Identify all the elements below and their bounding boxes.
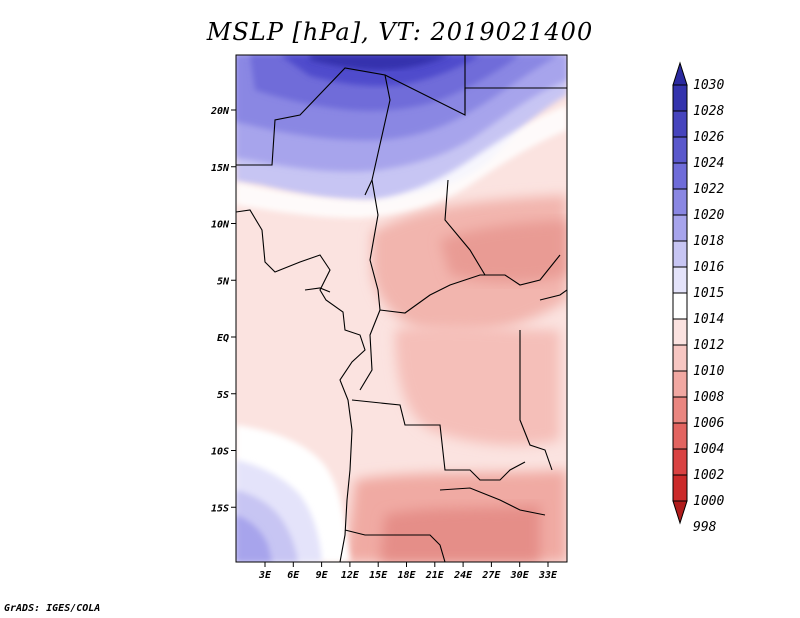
lon-label: 21E [425,570,445,581]
lon-label: 9E [316,570,329,581]
colorbar-label: 1018 [693,234,724,249]
colorbar-label: 1020 [693,208,724,223]
colorbar-label: 1015 [693,286,724,301]
lon-label: 3E [258,570,272,581]
colorbar-label: 1004 [693,442,724,457]
colorbar-swatch [672,396,688,424]
colorbar-top-arrow [672,61,688,86]
map-frame [235,54,568,563]
colorbar-label: 1024 [693,156,724,171]
lon-label: 6E [287,570,300,581]
colorbar-swatch [672,370,688,398]
colorbar-swatch [672,188,688,216]
colorbar: 1030 1028 1026 1024 1022 1020 1018 1016 1015 1014… [672,61,724,535]
colorbar-label: 1030 [693,78,724,93]
colorbar-swatch [672,162,688,190]
colorbar-swatch [672,136,688,164]
colorbar-swatch [672,110,688,138]
colorbar-swatch [672,474,688,502]
map-title: MSLP [hPa], VT: 2019021400 [206,18,594,46]
colorbar-label: 1000 [693,494,724,509]
longitude-axis: 3E 6E 9E 12E 15E 18E 21E 24E 27E 30E 33E [258,562,558,581]
colorbar-label: 1022 [693,182,724,197]
colorbar-label: 998 [693,520,717,535]
lat-label: 10S [211,447,229,458]
latitude-axis: 20N 15N 10N 5N EQ 5S 10S 15S [210,106,236,514]
pressure-field [236,55,567,562]
colorbar-swatch [672,344,688,372]
lat-label: EQ [217,333,229,344]
lon-label: 18E [397,570,416,581]
colorbar-label: 1006 [693,416,724,431]
colorbar-label: 1010 [693,364,724,379]
colorbar-swatch [672,292,688,320]
colorbar-bottom-arrow [672,500,688,525]
colorbar-label: 1016 [693,260,724,275]
colorbar-swatch [672,84,688,112]
colorbar-swatch [672,422,688,450]
colorbar-swatch [672,318,688,346]
colorbar-label: 1012 [693,338,724,353]
colorbar-label: 1008 [693,390,724,405]
colorbar-label: 1002 [693,468,724,483]
colorbar-swatch [672,240,688,268]
lat-label: 20N [210,106,230,117]
footer-credit: GrADS: IGES/COLA [4,603,101,614]
colorbar-swatch [672,214,688,242]
colorbar-swatch [672,266,688,294]
lon-label: 24E [453,570,473,581]
colorbar-swatch [672,448,688,476]
country-borders [236,55,567,562]
colorbar-label: 1014 [693,312,724,327]
lat-label: 15N [211,163,230,174]
colorbar-label: 1026 [693,130,724,145]
lat-label: 15S [211,503,229,514]
lon-label: 27E [481,570,501,581]
lat-label: 5S [217,390,229,401]
colorbar-label: 1028 [693,104,724,119]
lat-label: 5N [217,276,230,287]
lat-label: 10N [211,220,230,231]
lon-label: 33E [538,570,558,581]
lon-label: 12E [341,570,360,581]
lon-label: 30E [510,570,530,581]
lon-label: 15E [369,570,388,581]
